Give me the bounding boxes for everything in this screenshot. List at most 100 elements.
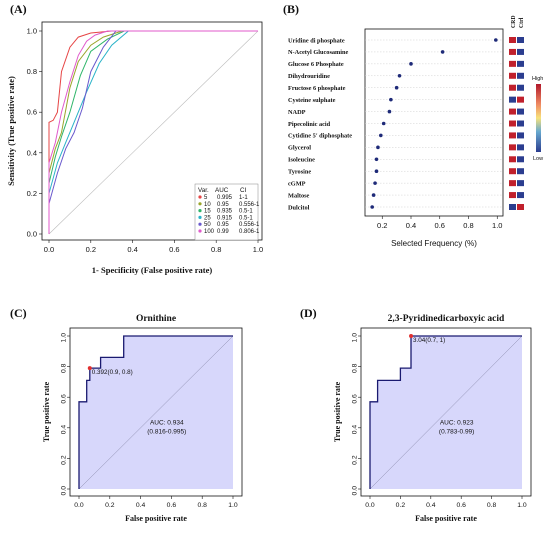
chart-title: 2,3-Pyridinedicarboxyic acid xyxy=(388,314,505,324)
y-tick-label: 0.2 xyxy=(351,455,358,465)
feature-point xyxy=(379,133,383,138)
feature-point xyxy=(371,193,376,197)
x-tick-label: 0.0 xyxy=(74,502,84,509)
ctrl-cell xyxy=(517,108,524,115)
crd-cell xyxy=(509,60,516,67)
crd-cell xyxy=(509,84,516,91)
legend-header: AUC xyxy=(215,187,229,194)
y-tick-label: 0.6 xyxy=(60,394,67,404)
feature-label: N-Acetyl Glucosamine xyxy=(288,49,349,56)
crd-cell xyxy=(509,48,516,55)
cutoff-point xyxy=(87,366,92,371)
diagonal-reference xyxy=(78,335,234,490)
y-tick-label: 0.0 xyxy=(60,486,67,496)
feature-point xyxy=(381,121,386,126)
crd-cell xyxy=(509,156,516,163)
panel-label-d: (D) xyxy=(300,306,317,320)
plot-frame xyxy=(41,21,263,241)
roc-curve-100 xyxy=(48,30,258,234)
legend-ci: 0.5-1 xyxy=(239,209,253,215)
panel-c-ornithine-roc: 0.392(0.9, 0.8) AUC: 0.934 (0.816-0.995) 0.… xyxy=(42,314,243,523)
legend-var: 100 xyxy=(204,229,215,235)
legend-ci: 0.556-1 xyxy=(239,222,260,228)
x-axis-label: False positive rate xyxy=(125,514,187,523)
y-tick-label: 0.4 xyxy=(60,425,67,435)
panel-b-frequency-chart: Uridine di phosphate N-Acetyl Glucosamine… xyxy=(288,15,543,248)
panel-label-a: (A) xyxy=(10,2,27,16)
y-tick-label: 0.2 xyxy=(60,455,67,465)
x-tick-label: 0.6 xyxy=(435,221,445,230)
colorbar-high-label: High xyxy=(532,76,543,82)
panel-a-roc-chart: 0.0 0.2 0.4 0.6 0.8 1.0 0.0 0.2 0.4 0.6 0.8 1.0 1- S… xyxy=(6,21,263,275)
feature-label: Glucose 6 Phosphate xyxy=(288,61,344,68)
x-tick-label: 1.0 xyxy=(228,502,238,509)
legend-swatch-100 xyxy=(198,229,202,233)
y-tick-label: 0.0 xyxy=(27,230,37,239)
ctrl-cell xyxy=(517,60,524,67)
x-tick-label: 0.6 xyxy=(456,502,466,509)
x-axis-label: Selected Frequency (%) xyxy=(391,239,477,248)
y-tick-label: 1.0 xyxy=(27,27,37,36)
feature-point xyxy=(387,109,392,114)
crd-cell xyxy=(509,204,516,210)
crd-cell xyxy=(509,72,516,79)
cutoff-label: 0.392(0.9, 0.8) xyxy=(92,369,133,376)
auc-label: AUC: 0.934 xyxy=(150,420,184,427)
legend-swatch-25 xyxy=(198,215,202,219)
legend-header: CI xyxy=(240,187,247,194)
legend-swatch-5 xyxy=(198,195,202,199)
feature-point xyxy=(374,157,379,162)
roc-curve-10 xyxy=(48,30,258,234)
legend-var: 15 xyxy=(204,209,211,215)
ctrl-cell xyxy=(517,96,524,103)
x-tick-label: 0.6 xyxy=(167,502,177,509)
x-tick-label: 1.0 xyxy=(492,221,502,230)
crd-cell xyxy=(509,144,516,151)
ctrl-cell xyxy=(517,204,524,210)
y-tick-label: 0.6 xyxy=(351,394,358,404)
panel-label-b: (B) xyxy=(283,2,299,16)
legend-ci: 1-1 xyxy=(239,195,248,201)
colorbar xyxy=(536,84,541,152)
colorbar-low-label: Low xyxy=(533,156,543,162)
y-axis-label: Sensitivity (True positive rate) xyxy=(6,76,16,186)
feature-label: Fructose 6 phosphate xyxy=(288,85,346,92)
x-tick-label: 0.6 xyxy=(169,245,179,254)
x-tick-label: 0.8 xyxy=(211,245,221,254)
feature-point xyxy=(374,169,379,174)
feature-point xyxy=(494,38,498,42)
legend-swatch-50 xyxy=(198,222,202,226)
ctrl-cell xyxy=(517,168,524,175)
y-axis-label: True positive rate xyxy=(42,381,51,442)
x-tick-label: 1.0 xyxy=(253,245,263,254)
auc-label: AUC: 0.923 xyxy=(440,420,474,427)
x-tick-label: 0.8 xyxy=(197,502,207,509)
ctrl-cell xyxy=(517,48,524,55)
legend-auc: 0.915 xyxy=(217,215,233,221)
legend-header: Var. xyxy=(198,187,209,194)
y-tick-label: 0.0 xyxy=(351,486,358,496)
chart-title: Ornithine xyxy=(136,314,176,324)
feature-point xyxy=(370,205,374,209)
x-tick-label: 0.8 xyxy=(463,221,473,230)
y-tick-label: 0.4 xyxy=(351,425,358,435)
y-tick-label: 0.8 xyxy=(27,67,37,76)
x-tick-label: 0.2 xyxy=(377,221,387,230)
legend-auc: 0.95 xyxy=(217,222,229,228)
crd-cell xyxy=(509,132,516,139)
x-tick-label: 0.4 xyxy=(406,221,416,230)
ci-label: (0.816-0.995) xyxy=(147,429,186,436)
feature-point xyxy=(389,97,393,102)
y-tick-label: 0.8 xyxy=(351,363,358,373)
legend-var: 25 xyxy=(204,215,211,221)
crd-cell xyxy=(509,168,516,175)
ctrl-cell xyxy=(517,37,524,43)
crd-cell xyxy=(509,108,516,115)
y-tick-label: 0.8 xyxy=(60,363,67,373)
legend-var: 5 xyxy=(204,195,208,201)
legend-swatch-15 xyxy=(198,209,202,213)
ctrl-cell xyxy=(517,132,524,139)
x-tick-label: 1.0 xyxy=(517,502,527,509)
feature-label: Tyrosine xyxy=(288,169,311,176)
roc-curve-25 xyxy=(48,30,258,234)
